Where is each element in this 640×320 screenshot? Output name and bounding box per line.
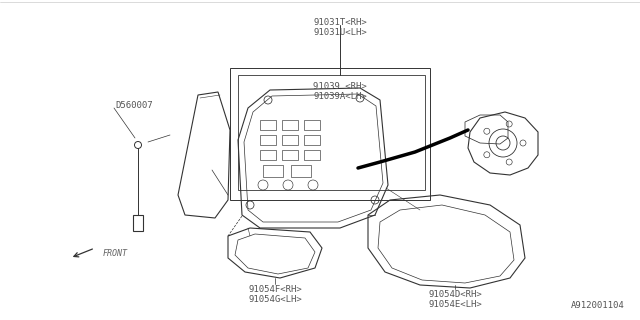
Bar xyxy=(304,150,320,160)
Bar xyxy=(260,135,276,145)
Text: FRONT: FRONT xyxy=(103,249,128,258)
Text: 91039 <RH>
91039A<LH>: 91039 <RH> 91039A<LH> xyxy=(313,82,367,101)
Bar xyxy=(304,120,320,130)
Text: A912001104: A912001104 xyxy=(572,301,625,310)
Bar xyxy=(304,135,320,145)
Text: 91054F<RH>
91054G<LH>: 91054F<RH> 91054G<LH> xyxy=(248,285,302,304)
Text: 91054D<RH>
91054E<LH>: 91054D<RH> 91054E<LH> xyxy=(428,290,482,309)
Bar xyxy=(133,215,143,231)
Bar xyxy=(260,120,276,130)
Bar xyxy=(282,150,298,160)
Bar xyxy=(282,135,298,145)
Bar xyxy=(260,150,276,160)
Text: D560007: D560007 xyxy=(115,100,152,109)
Bar xyxy=(282,120,298,130)
Text: 91031T<RH>
91031U<LH>: 91031T<RH> 91031U<LH> xyxy=(313,18,367,37)
Bar xyxy=(291,165,311,177)
Bar xyxy=(263,165,283,177)
